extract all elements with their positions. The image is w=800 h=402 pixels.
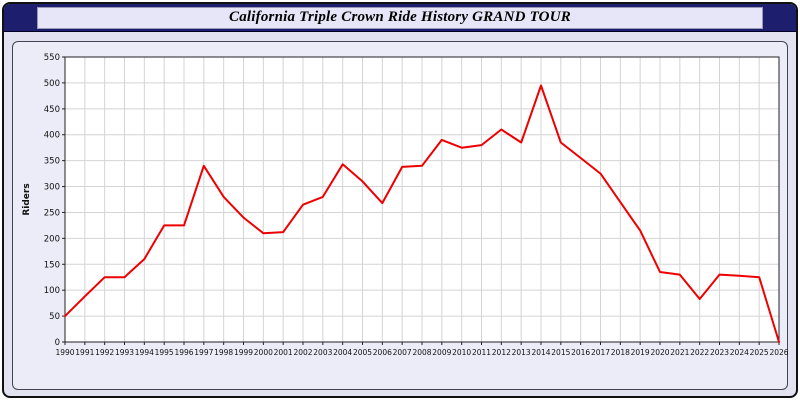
svg-text:100: 100 (44, 286, 60, 296)
svg-text:2019: 2019 (631, 348, 650, 357)
svg-text:2012: 2012 (492, 348, 511, 357)
svg-text:2026: 2026 (769, 348, 788, 357)
svg-text:1993: 1993 (115, 348, 134, 357)
title-bar: California Triple Crown Ride History GRA… (4, 4, 796, 32)
chart-title: California Triple Crown Ride History GRA… (37, 6, 763, 29)
svg-text:2017: 2017 (591, 348, 610, 357)
svg-text:250: 250 (44, 208, 60, 218)
svg-text:1994: 1994 (135, 348, 154, 357)
svg-text:550: 550 (44, 53, 60, 63)
svg-text:2006: 2006 (373, 348, 392, 357)
svg-text:300: 300 (44, 183, 60, 193)
svg-text:2015: 2015 (551, 348, 570, 357)
svg-text:2010: 2010 (452, 348, 471, 357)
svg-text:1998: 1998 (214, 348, 233, 357)
svg-text:1996: 1996 (174, 348, 193, 357)
svg-text:2007: 2007 (393, 348, 412, 357)
svg-text:2014: 2014 (531, 348, 550, 357)
svg-text:2023: 2023 (710, 348, 729, 357)
series-line-riders (64, 84, 780, 343)
svg-text:2025: 2025 (750, 348, 769, 357)
svg-text:1990: 1990 (55, 348, 74, 357)
svg-text:2005: 2005 (353, 348, 372, 357)
svg-text:2001: 2001 (274, 348, 293, 357)
svg-text:1995: 1995 (155, 348, 174, 357)
svg-text:2009: 2009 (432, 348, 451, 357)
svg-text:2003: 2003 (313, 348, 332, 357)
chart-panel: 0 50 100 150 200 250 300 350 400 450 500 550 1990 199… (12, 41, 789, 390)
svg-text:400: 400 (44, 131, 60, 141)
svg-text:50: 50 (49, 312, 60, 322)
svg-text:350: 350 (44, 157, 60, 167)
svg-text:1992: 1992 (95, 348, 114, 357)
svg-text:1997: 1997 (194, 348, 213, 357)
svg-text:450: 450 (44, 105, 60, 115)
svg-text:2004: 2004 (333, 348, 352, 357)
svg-text:2008: 2008 (412, 348, 431, 357)
svg-text:2024: 2024 (730, 348, 749, 357)
svg-text:2011: 2011 (472, 348, 491, 357)
svg-text:2021: 2021 (670, 348, 689, 357)
svg-text:2013: 2013 (512, 348, 531, 357)
svg-text:2022: 2022 (690, 348, 709, 357)
svg-text:0: 0 (55, 338, 60, 348)
svg-text:1999: 1999 (234, 348, 253, 357)
svg-text:200: 200 (44, 234, 60, 244)
svg-text:2016: 2016 (571, 348, 590, 357)
y-axis-title: Riders (22, 183, 32, 215)
svg-text:2018: 2018 (611, 348, 630, 357)
svg-text:500: 500 (44, 79, 60, 89)
svg-text:2002: 2002 (293, 348, 312, 357)
svg-text:2000: 2000 (254, 348, 273, 357)
svg-text:150: 150 (44, 260, 60, 270)
svg-text:1991: 1991 (75, 348, 94, 357)
svg-text:2020: 2020 (650, 348, 669, 357)
